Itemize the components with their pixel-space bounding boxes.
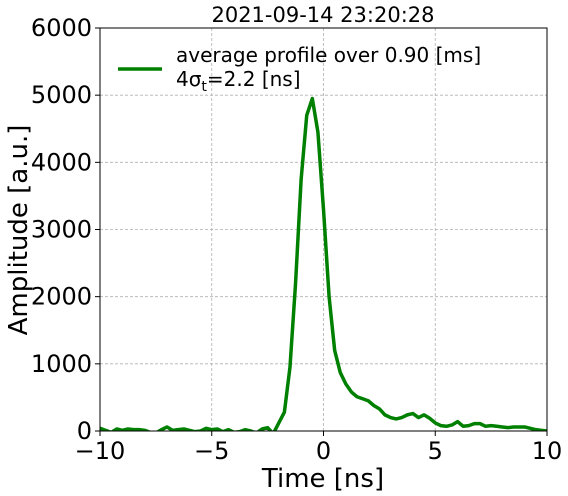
x-tick-label: −10 bbox=[75, 437, 126, 465]
legend-entry-label: average profile over 0.90 [ms] bbox=[176, 43, 481, 67]
x-axis-label: Time [ns] bbox=[261, 464, 384, 494]
x-tick-label: 0 bbox=[316, 437, 331, 465]
legend-sigma-suffix: =2.2 [ns] bbox=[207, 67, 301, 91]
x-tick-label: −5 bbox=[194, 437, 229, 465]
y-tick-label: 5000 bbox=[31, 81, 92, 109]
axis-ticks: −10 −5 0 5 10 0 1000 2000 3000 4000 5000 6000 bbox=[31, 14, 562, 465]
x-tick-label: 5 bbox=[428, 437, 443, 465]
legend-sigma-label: 4σt=2.2 [ns] bbox=[176, 67, 301, 95]
y-tick-label: 1000 bbox=[31, 350, 92, 378]
y-tick-label: 6000 bbox=[31, 14, 92, 42]
legend: average profile over 0.90 [ms] 4σt=2.2 [… bbox=[118, 43, 481, 95]
y-tick-label: 0 bbox=[77, 417, 92, 445]
y-tick-label: 2000 bbox=[31, 283, 92, 311]
chart-title: 2021-09-14 23:20:28 bbox=[211, 3, 434, 27]
series-line bbox=[100, 96, 547, 431]
y-axis-label: Amplitude [a.u.] bbox=[4, 125, 34, 336]
y-tick-label: 3000 bbox=[31, 216, 92, 244]
x-tick-label: 10 bbox=[532, 437, 563, 465]
y-tick-label: 4000 bbox=[31, 148, 92, 176]
grid-lines bbox=[100, 28, 547, 431]
legend-sigma-subscript: t bbox=[201, 79, 207, 95]
legend-sigma-prefix: 4σ bbox=[176, 67, 202, 91]
series-layer bbox=[100, 96, 547, 431]
